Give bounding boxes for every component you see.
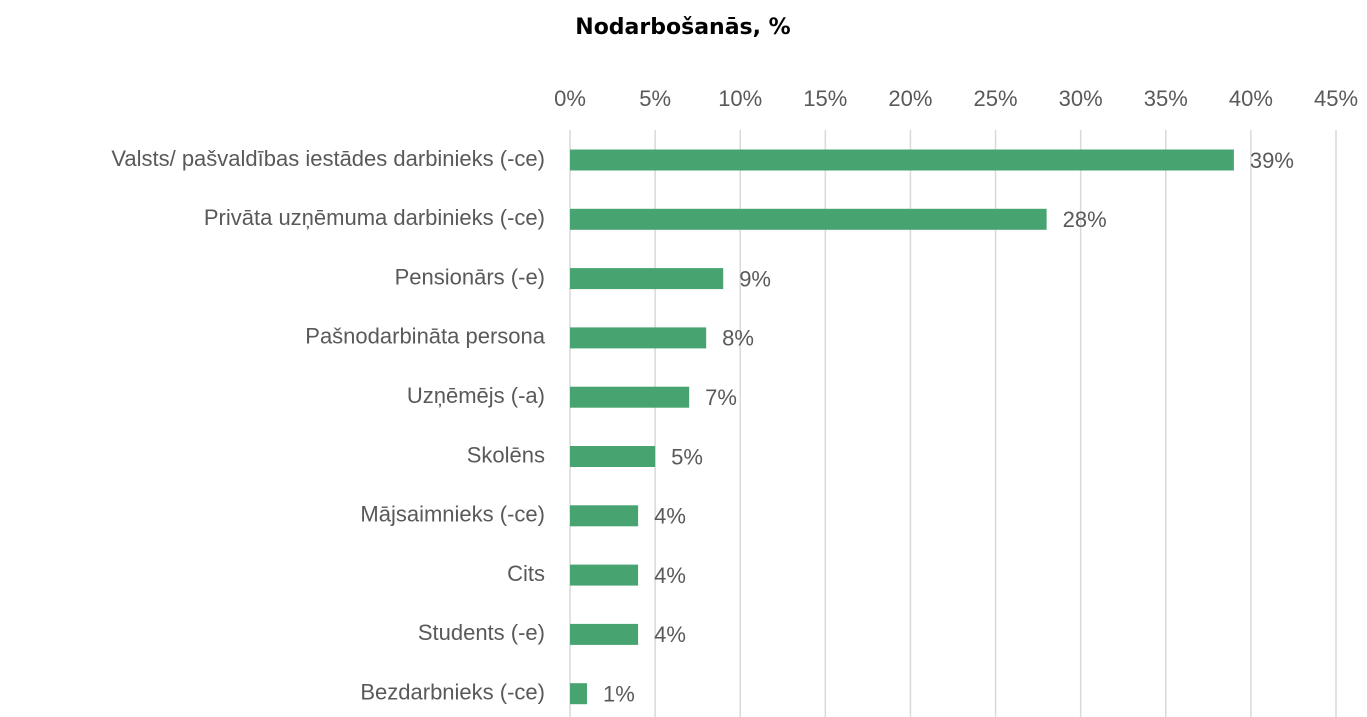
bar	[570, 505, 639, 527]
bar	[570, 149, 1234, 171]
x-tick-label: 30%	[1059, 86, 1103, 111]
x-tick-label: 0%	[554, 86, 586, 111]
data-label: 39%	[1250, 148, 1294, 173]
chart-title: Nodarbošanās, %	[575, 15, 790, 40]
x-tick-label: 15%	[803, 86, 847, 111]
x-tick-label: 45%	[1314, 86, 1358, 111]
y-tick-label: Bezdarbnieks (-ce)	[360, 680, 545, 705]
y-tick-label: Pašnodarbināta persona	[305, 324, 545, 349]
y-tick-label: Uzņēmējs (-a)	[407, 383, 545, 408]
x-tick-label: 20%	[888, 86, 932, 111]
data-label: 28%	[1063, 207, 1107, 232]
bar	[570, 446, 656, 467]
y-tick-label: Students (-e)	[418, 620, 545, 645]
bar	[570, 564, 639, 586]
y-tick-label: Skolēns	[467, 442, 545, 467]
bar	[570, 386, 690, 408]
x-tick-label: 25%	[974, 86, 1018, 111]
bar	[570, 327, 707, 349]
bar	[570, 208, 1047, 230]
bar	[570, 623, 639, 645]
data-label: 7%	[705, 385, 737, 410]
x-tick-label: 40%	[1229, 86, 1273, 111]
y-tick-label: Mājsaimnieks (-ce)	[360, 502, 545, 527]
data-label: 1%	[603, 682, 635, 707]
data-label: 4%	[654, 563, 686, 588]
data-label: 9%	[739, 266, 771, 291]
data-label: 4%	[654, 504, 686, 529]
x-tick-label: 5%	[639, 86, 671, 111]
bar	[570, 683, 588, 705]
x-tick-label: 10%	[718, 86, 762, 111]
y-tick-label: Valsts/ pašvaldības iestādes darbinieks …	[111, 146, 545, 171]
data-label: 8%	[722, 326, 754, 351]
y-tick-label: Pensionārs (-e)	[395, 264, 545, 289]
bar	[570, 268, 724, 290]
data-label: 5%	[671, 444, 703, 469]
x-tick-label: 35%	[1144, 86, 1188, 111]
data-label: 4%	[654, 622, 686, 647]
y-tick-label: Cits	[507, 561, 545, 586]
y-tick-label: Privāta uzņēmuma darbinieks (-ce)	[204, 205, 545, 230]
